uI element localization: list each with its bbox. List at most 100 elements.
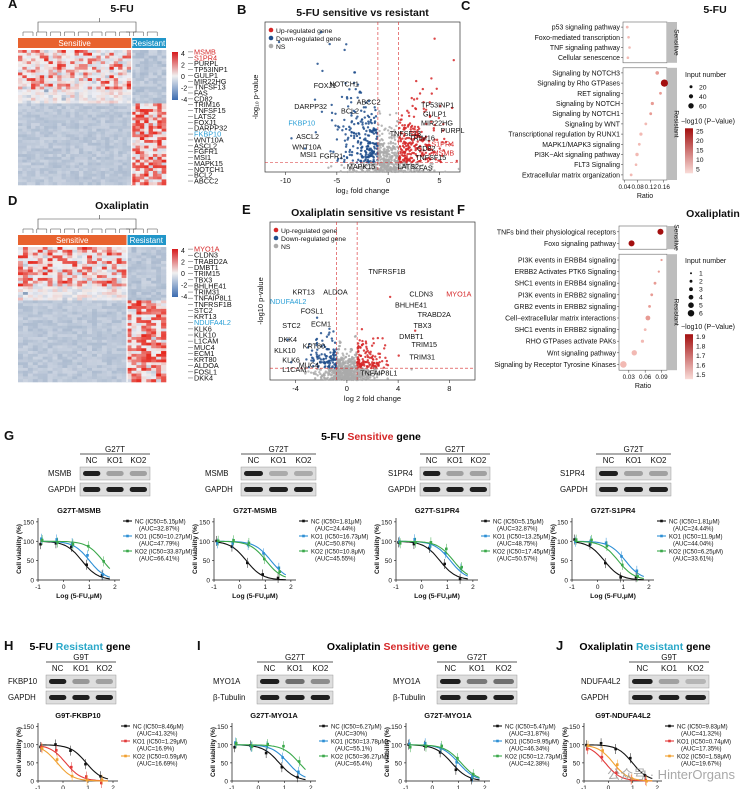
volcano-point (361, 170, 364, 173)
heatmap-cell (18, 362, 24, 366)
heatmap-cell (44, 137, 49, 141)
heatmap-cell (111, 325, 117, 329)
heatmap-cell (22, 314, 29, 318)
heatmap-cell (39, 66, 45, 70)
heatmap-cell (65, 117, 71, 121)
heatmap-cell (47, 351, 53, 355)
heatmap-cell (42, 249, 48, 253)
heatmap-cell (52, 64, 58, 68)
volcano-point (399, 150, 402, 153)
heatmap-cell (47, 280, 53, 284)
heatmap-cell (37, 342, 43, 346)
x-tick-label: -5 (334, 176, 341, 185)
heatmap-cell (151, 356, 157, 360)
heatmap-cell (113, 78, 119, 82)
heatmap-cell (47, 373, 53, 377)
heatmap-cell (61, 140, 67, 144)
heatmap-cell (126, 176, 132, 180)
heatmap-cell (22, 379, 29, 383)
heatmap-cell (42, 263, 48, 267)
volcano-point (370, 356, 373, 360)
heatmap-cell (44, 75, 49, 79)
heatmap-cell (26, 173, 32, 177)
heatmap-cell (26, 103, 32, 107)
heatmap-cell (105, 69, 110, 73)
heatmap-cell (148, 80, 154, 85)
heatmap-cell (52, 314, 58, 318)
heatmap-cell (161, 179, 167, 183)
heatmap-cell (121, 247, 127, 251)
heatmap-cell (105, 125, 110, 130)
volcano-point (358, 339, 361, 342)
gene-annotation: NOTCH1 (329, 80, 359, 89)
heatmap-cell (146, 370, 152, 374)
volcano-point (344, 377, 347, 380)
heatmap-cell (131, 92, 136, 96)
heatmap-cell (74, 52, 80, 56)
volcano-point (385, 148, 388, 152)
volcano-point (360, 118, 364, 121)
gene-label: WNT10A (194, 135, 224, 144)
heatmap-cell (105, 176, 110, 180)
heatmap-cell (48, 117, 54, 121)
heatmap-cell (113, 148, 119, 152)
heatmap-cell (157, 120, 162, 124)
volcano-point (414, 136, 417, 139)
heatmap-cell (32, 247, 39, 251)
heatmap-cell (52, 117, 58, 121)
heatmap-cell (100, 148, 106, 152)
heatmap-cell (22, 134, 28, 138)
heatmap-cell (32, 353, 39, 357)
heatmap-cell (52, 92, 58, 96)
heatmap-cell (26, 154, 32, 158)
heatmap-cell (65, 162, 71, 166)
heatmap-cell (65, 55, 71, 59)
volcano-point (375, 163, 379, 166)
volcano-point (360, 363, 363, 367)
heatmap-cell (31, 128, 36, 132)
heatmap-cell (74, 109, 80, 113)
heatmap-cell (26, 151, 32, 155)
volcano-point (380, 372, 383, 375)
heatmap-cell (152, 83, 158, 87)
heatmap-cell (139, 103, 145, 107)
heatmap-cell (161, 359, 167, 363)
heatmap-cell (70, 75, 75, 79)
heatmap-cell (151, 269, 157, 273)
heatmap-cell (148, 75, 154, 79)
gene-label: TRIM15 (194, 269, 220, 278)
heatmap-cell (62, 266, 68, 270)
heatmap-cell (78, 148, 84, 152)
heatmap-cell (31, 145, 36, 149)
heatmap-cell (121, 362, 127, 366)
heatmap-cell (65, 86, 71, 90)
heatmap-cell (72, 252, 78, 256)
heatmap-cell (87, 52, 93, 56)
heatmap-cell (74, 165, 80, 169)
heatmap-cell (122, 114, 128, 118)
heatmap-cell (82, 297, 88, 301)
heatmap-cell (109, 173, 115, 177)
heatmap-cell (22, 308, 29, 312)
heatmap-cell (74, 182, 80, 186)
heatmap-cell (109, 134, 115, 138)
heatmap-cell (62, 277, 68, 282)
heatmap-cell (131, 365, 137, 369)
heatmap-cell (122, 92, 128, 96)
volcano-point (378, 169, 381, 172)
volcano-point (363, 166, 367, 170)
heatmap-cell (35, 50, 41, 54)
heatmap-cell (47, 306, 53, 310)
heatmap-cell (39, 117, 45, 121)
heatmap-cell (57, 182, 62, 186)
heatmap-cell (101, 345, 108, 349)
heatmap-cell (105, 145, 110, 149)
heatmap-cell (35, 182, 41, 186)
heatmap-cell (48, 128, 54, 132)
heatmap-cell (161, 120, 167, 124)
heatmap-cell (126, 365, 132, 369)
heatmap-cell (31, 86, 36, 90)
heatmap-cell (26, 114, 32, 118)
volcano-point (355, 170, 358, 173)
volcano-point (347, 354, 351, 358)
